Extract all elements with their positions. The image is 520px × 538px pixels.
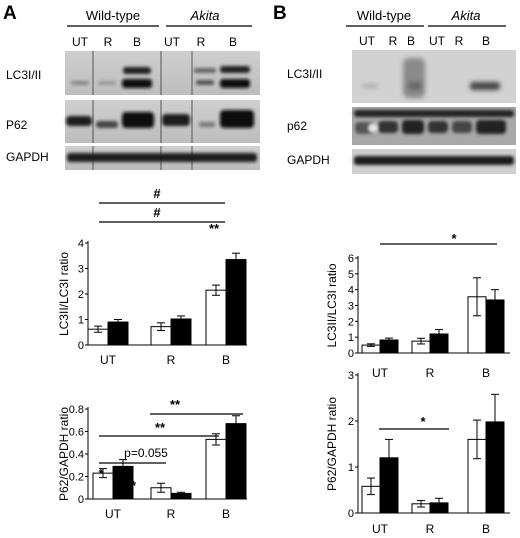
y-tick-label: 3 [78,264,84,276]
panel-a-p62-strip [65,100,260,143]
significance-annotation: ** [155,420,166,435]
y-tick-label: 0 [348,508,354,520]
y-tick-label: 1 [78,315,84,327]
category-label: R [167,353,176,367]
chart-a-lc3-ratio: 0 1 2 3 4 LC3II/LC3I ratio UT R B ** # # [57,186,247,367]
category-label: UT [105,507,122,521]
panel-b-gapdh-strip [352,149,516,174]
category-label: R [167,507,176,521]
panel-a-lane-label: R [197,35,206,49]
y-axis-label: LC3II/LC3I ratio [325,263,339,347]
y-tick-label: 1 [348,462,354,474]
panel-b-lane-label: R [455,34,464,48]
panel-a-lane-label: B [229,35,237,49]
category-label: UT [372,522,389,536]
panel-a-lane-label: R [104,35,113,49]
significance-annotation: ** [126,478,137,493]
significance-annotation: ** [170,397,181,412]
significance-annotation: * [98,466,104,481]
y-tick-label: 3 [348,370,354,382]
y-tick-label: 6 [348,253,354,265]
panel-b-lane-label: R [389,34,398,48]
y-tick-label: 0 [78,340,84,352]
panel-b-header-wildtype: Wild-type [357,8,411,23]
significance-annotation: # [153,205,161,220]
significance-annotation: * [451,231,457,246]
category-label: R [426,366,435,380]
y-tick-label: 4 [348,285,354,297]
panel-b-lane-label: B [482,34,490,48]
category-label: B [222,353,230,367]
category-label: UT [100,353,117,367]
bar [107,321,129,346]
panel-b-lane-label: UT [359,34,376,48]
y-tick-label: 0.2 [69,472,84,484]
panel-a-header-wildtype: Wild-type [86,8,140,23]
y-axis-label: LC3II/LC3I ratio [57,252,71,336]
significance-annotation: ** [209,221,220,236]
y-tick-label: 0.8 [69,404,84,416]
panel-a-blot: A Wild-type Akita UT R B UT R B LC3I/II … [3,3,260,170]
panel-b-blot: B Wild-type Akita UT R B UT R B LC3I/II … [273,3,516,174]
bar [225,423,247,500]
panel-b-lc3-strip [352,50,516,103]
y-tick-label: 0.6 [69,427,84,439]
panel-b-blot-label: GAPDH [287,153,330,167]
panel-a-blot-label: LC3I/II [6,68,41,82]
y-axis-label: P62/GAPDH ratio [57,407,71,501]
panel-b-blot-label: p62 [287,119,307,133]
panel-b-lane-label: B [407,34,415,48]
category-label: B [482,522,490,536]
chart-b-p62-ratio: 0 1 2 3 P62/GAPDH ratio UT R B * [325,370,510,536]
y-tick-label: 2 [78,289,84,301]
y-axis-label: P62/GAPDH ratio [325,397,339,491]
y-tick-label: 0 [348,348,354,360]
panel-b-p62-strip [352,107,516,145]
bar [225,259,247,346]
bar [170,318,192,346]
panel-a-header-akita: Akita [190,8,220,23]
panel-b-blot-label: LC3I/II [287,67,322,81]
y-tick-label: 2 [348,416,354,428]
panel-a-lc3-strip [65,51,260,95]
chart-b-lc3-ratio: 0 1 2 3 4 5 6 LC3II/LC3I ratio UT R B * [325,231,510,380]
panel-a-gapdh-strip [65,146,260,170]
y-tick-label: 3 [348,301,354,313]
category-label: R [426,522,435,536]
panel-a-blot-label: P62 [6,118,28,132]
bar [379,339,399,354]
y-tick-label: 0 [78,494,84,506]
y-tick-label: 0.4 [69,449,84,461]
significance-annotation: # [153,186,161,201]
y-tick-label: 5 [348,269,354,281]
category-label: UT [372,366,389,380]
y-tick-label: 1 [348,332,354,344]
panel-a-lane-label: UT [72,35,89,49]
category-label: B [222,507,230,521]
y-tick-label: 4 [78,238,84,250]
panel-a-blot-label: GAPDH [6,150,49,164]
y-tick-label: 2 [348,316,354,328]
bar [205,289,227,346]
significance-annotation: p=0.055 [124,446,168,460]
panel-b-header-akita: Akita [451,8,481,23]
panel-b-lane-label: UT [429,34,446,48]
panel-b-letter: B [273,3,287,24]
panel-a-lane-label: UT [164,35,181,49]
panel-a-lane-label: B [133,35,141,49]
panel-a-letter: A [3,3,17,24]
category-label: B [482,366,490,380]
bar [205,438,227,500]
significance-annotation: * [420,414,426,429]
